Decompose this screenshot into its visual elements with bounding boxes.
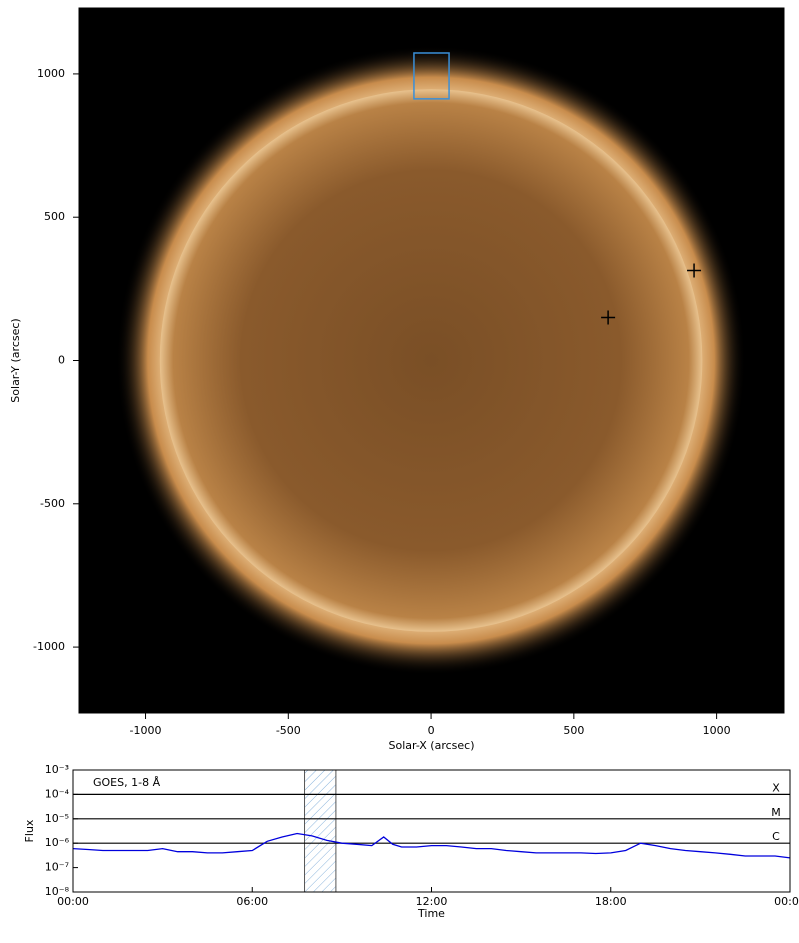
x-tick-label: 06:00 — [236, 895, 268, 908]
y-tick-label: 10⁻⁷ — [45, 861, 69, 874]
x-axis-label: Time — [417, 907, 445, 920]
marker — [687, 263, 702, 278]
y-tick-label: -1000 — [33, 640, 65, 653]
plot-area — [73, 770, 790, 892]
solar-disk — [159, 89, 703, 632]
threshold-label: C — [772, 830, 780, 843]
y-axis-label: Flux — [23, 819, 36, 842]
y-tick-label: 500 — [44, 210, 65, 223]
x-tick-label: -500 — [276, 724, 301, 737]
x-tick-label: 00:00 — [57, 895, 89, 908]
y-tick-label: 10⁻⁵ — [45, 812, 69, 825]
y-tick-label: 0 — [58, 354, 65, 367]
x-tick-label: -1000 — [130, 724, 162, 737]
highlight-band — [304, 769, 337, 893]
marker — [601, 310, 616, 325]
y-axis-label: Solar-Y (arcsec) — [9, 318, 22, 402]
y-tick-label: 10⁻³ — [45, 763, 69, 776]
image-title: AIA 0193, 24-Jul-2022, 12:00:04 UT — [120, 35, 316, 48]
y-tick-label: 10⁻⁶ — [45, 836, 70, 849]
annotation: 07:31 C2.6 — [96, 510, 156, 523]
threshold-label: M — [771, 806, 781, 819]
y-tick-label: 10⁻⁸ — [45, 885, 70, 898]
legend-label: GOES, 1-8 Å — [93, 776, 161, 789]
x-tick-label: 18:00 — [595, 895, 627, 908]
x-tick-label: 12:00 — [416, 895, 448, 908]
region-box — [413, 52, 450, 100]
solar-image — [116, 45, 746, 676]
annotation: Flares — [96, 496, 129, 509]
flux-line — [72, 832, 791, 859]
y-tick-label: 10⁻⁴ — [45, 787, 70, 800]
annotation: 10:24 C1.8 — [96, 524, 156, 537]
x-tick-label: 0 — [428, 724, 435, 737]
y-tick-label: 1000 — [37, 67, 65, 80]
x-axis-label: Solar-X (arcsec) — [389, 739, 475, 752]
threshold-label: X — [772, 781, 780, 794]
y-tick-label: -500 — [40, 497, 65, 510]
x-tick-label: 500 — [563, 724, 584, 737]
x-tick-label: 1000 — [703, 724, 731, 737]
x-tick-label: 00:00 — [774, 895, 799, 908]
